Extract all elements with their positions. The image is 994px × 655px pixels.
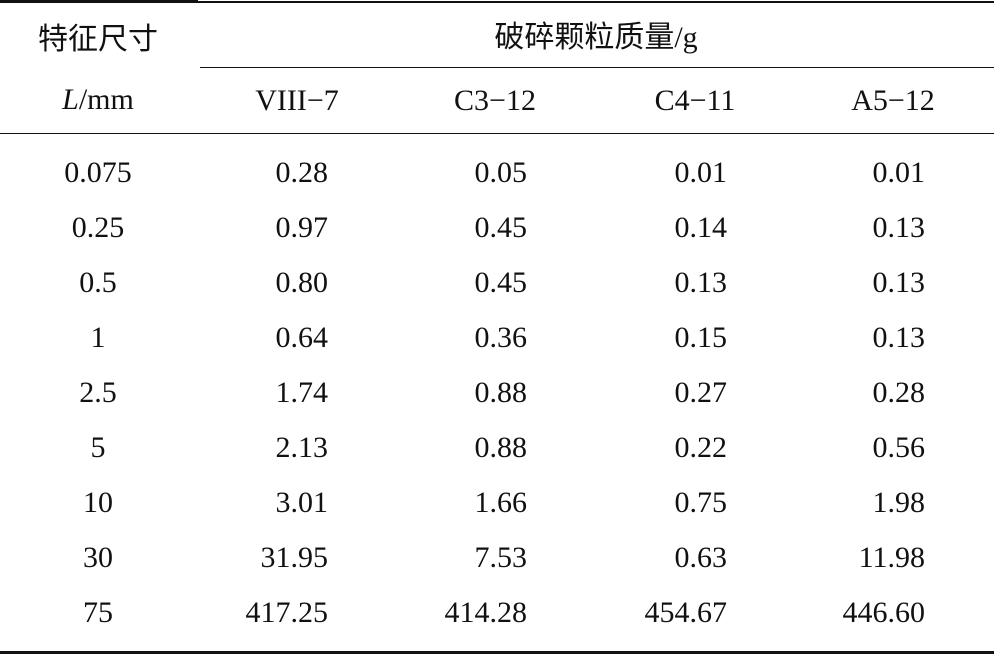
mass-cell: 0.13	[674, 266, 728, 299]
column-header: A5−12	[851, 84, 935, 117]
mass-cell: 0.97	[275, 211, 329, 244]
size-cell: 0.5	[79, 266, 117, 299]
mass-cell: 0.56	[872, 431, 926, 464]
bottom-rule	[0, 651, 994, 654]
mass-cell: 7.53	[474, 541, 528, 574]
mass-cell: 2.13	[275, 431, 329, 464]
mass-cell: 0.63	[674, 541, 728, 574]
mass-cell: 3.01	[275, 486, 329, 519]
header-rule	[0, 133, 994, 134]
top-rule	[198, 1, 994, 3]
column-header: VIII−7	[255, 84, 339, 117]
mass-cell: 0.80	[275, 266, 329, 299]
size-cell: 2.5	[79, 376, 117, 409]
mass-cell: 0.75	[674, 486, 728, 519]
row-header: 特征尺寸	[38, 23, 158, 56]
mass-cell: 0.36	[474, 321, 528, 354]
mass-cell: 417.25	[245, 596, 329, 629]
mass-cell: 0.28	[872, 376, 926, 409]
mass-cell: 1.98	[872, 486, 926, 519]
mass-cell: 0.13	[872, 321, 926, 354]
row-header-unit: L/mm	[62, 82, 134, 118]
mass-cell: 0.14	[674, 211, 728, 244]
top-rule-thick	[0, 0, 198, 3]
mass-cell: 11.98	[858, 541, 925, 574]
group-header: 破碎颗粒质量/g	[494, 21, 698, 54]
unit: /mm	[78, 83, 134, 116]
mass-cell: 414.28	[444, 596, 528, 629]
mass-cell: 0.05	[474, 156, 528, 189]
mass-cell: 0.88	[474, 431, 528, 464]
mass-cell: 0.01	[674, 156, 728, 189]
mass-cell: 446.60	[842, 596, 926, 629]
column-header: C4−11	[654, 84, 736, 117]
mass-cell: 0.88	[474, 376, 528, 409]
column-header: C3−12	[454, 84, 536, 117]
size-cell: 5	[90, 431, 106, 464]
mass-cell: 1.74	[275, 376, 329, 409]
mass-cell: 1.66	[474, 486, 528, 519]
mass-cell: 0.01	[872, 156, 926, 189]
mass-cell: 0.15	[674, 321, 728, 354]
mass-cell: 0.22	[674, 431, 728, 464]
mass-cell: 0.28	[275, 156, 329, 189]
size-cell: 1	[90, 321, 106, 354]
size-cell: 30	[83, 541, 113, 574]
size-cell: 75	[83, 596, 113, 629]
group-rule	[200, 67, 994, 68]
size-cell: 0.25	[71, 211, 125, 244]
mass-cell: 0.13	[872, 211, 926, 244]
mass-cell: 0.64	[275, 321, 329, 354]
mass-cell: 0.27	[674, 376, 728, 409]
mass-cell: 0.13	[872, 266, 926, 299]
mass-cell: 31.95	[260, 541, 329, 574]
mass-cell: 0.45	[474, 211, 528, 244]
size-cell: 10	[83, 486, 113, 519]
size-cell: 0.075	[64, 156, 132, 189]
unit-symbol: L	[62, 83, 79, 116]
mass-cell: 0.45	[474, 266, 528, 299]
mass-cell: 454.67	[644, 596, 728, 629]
